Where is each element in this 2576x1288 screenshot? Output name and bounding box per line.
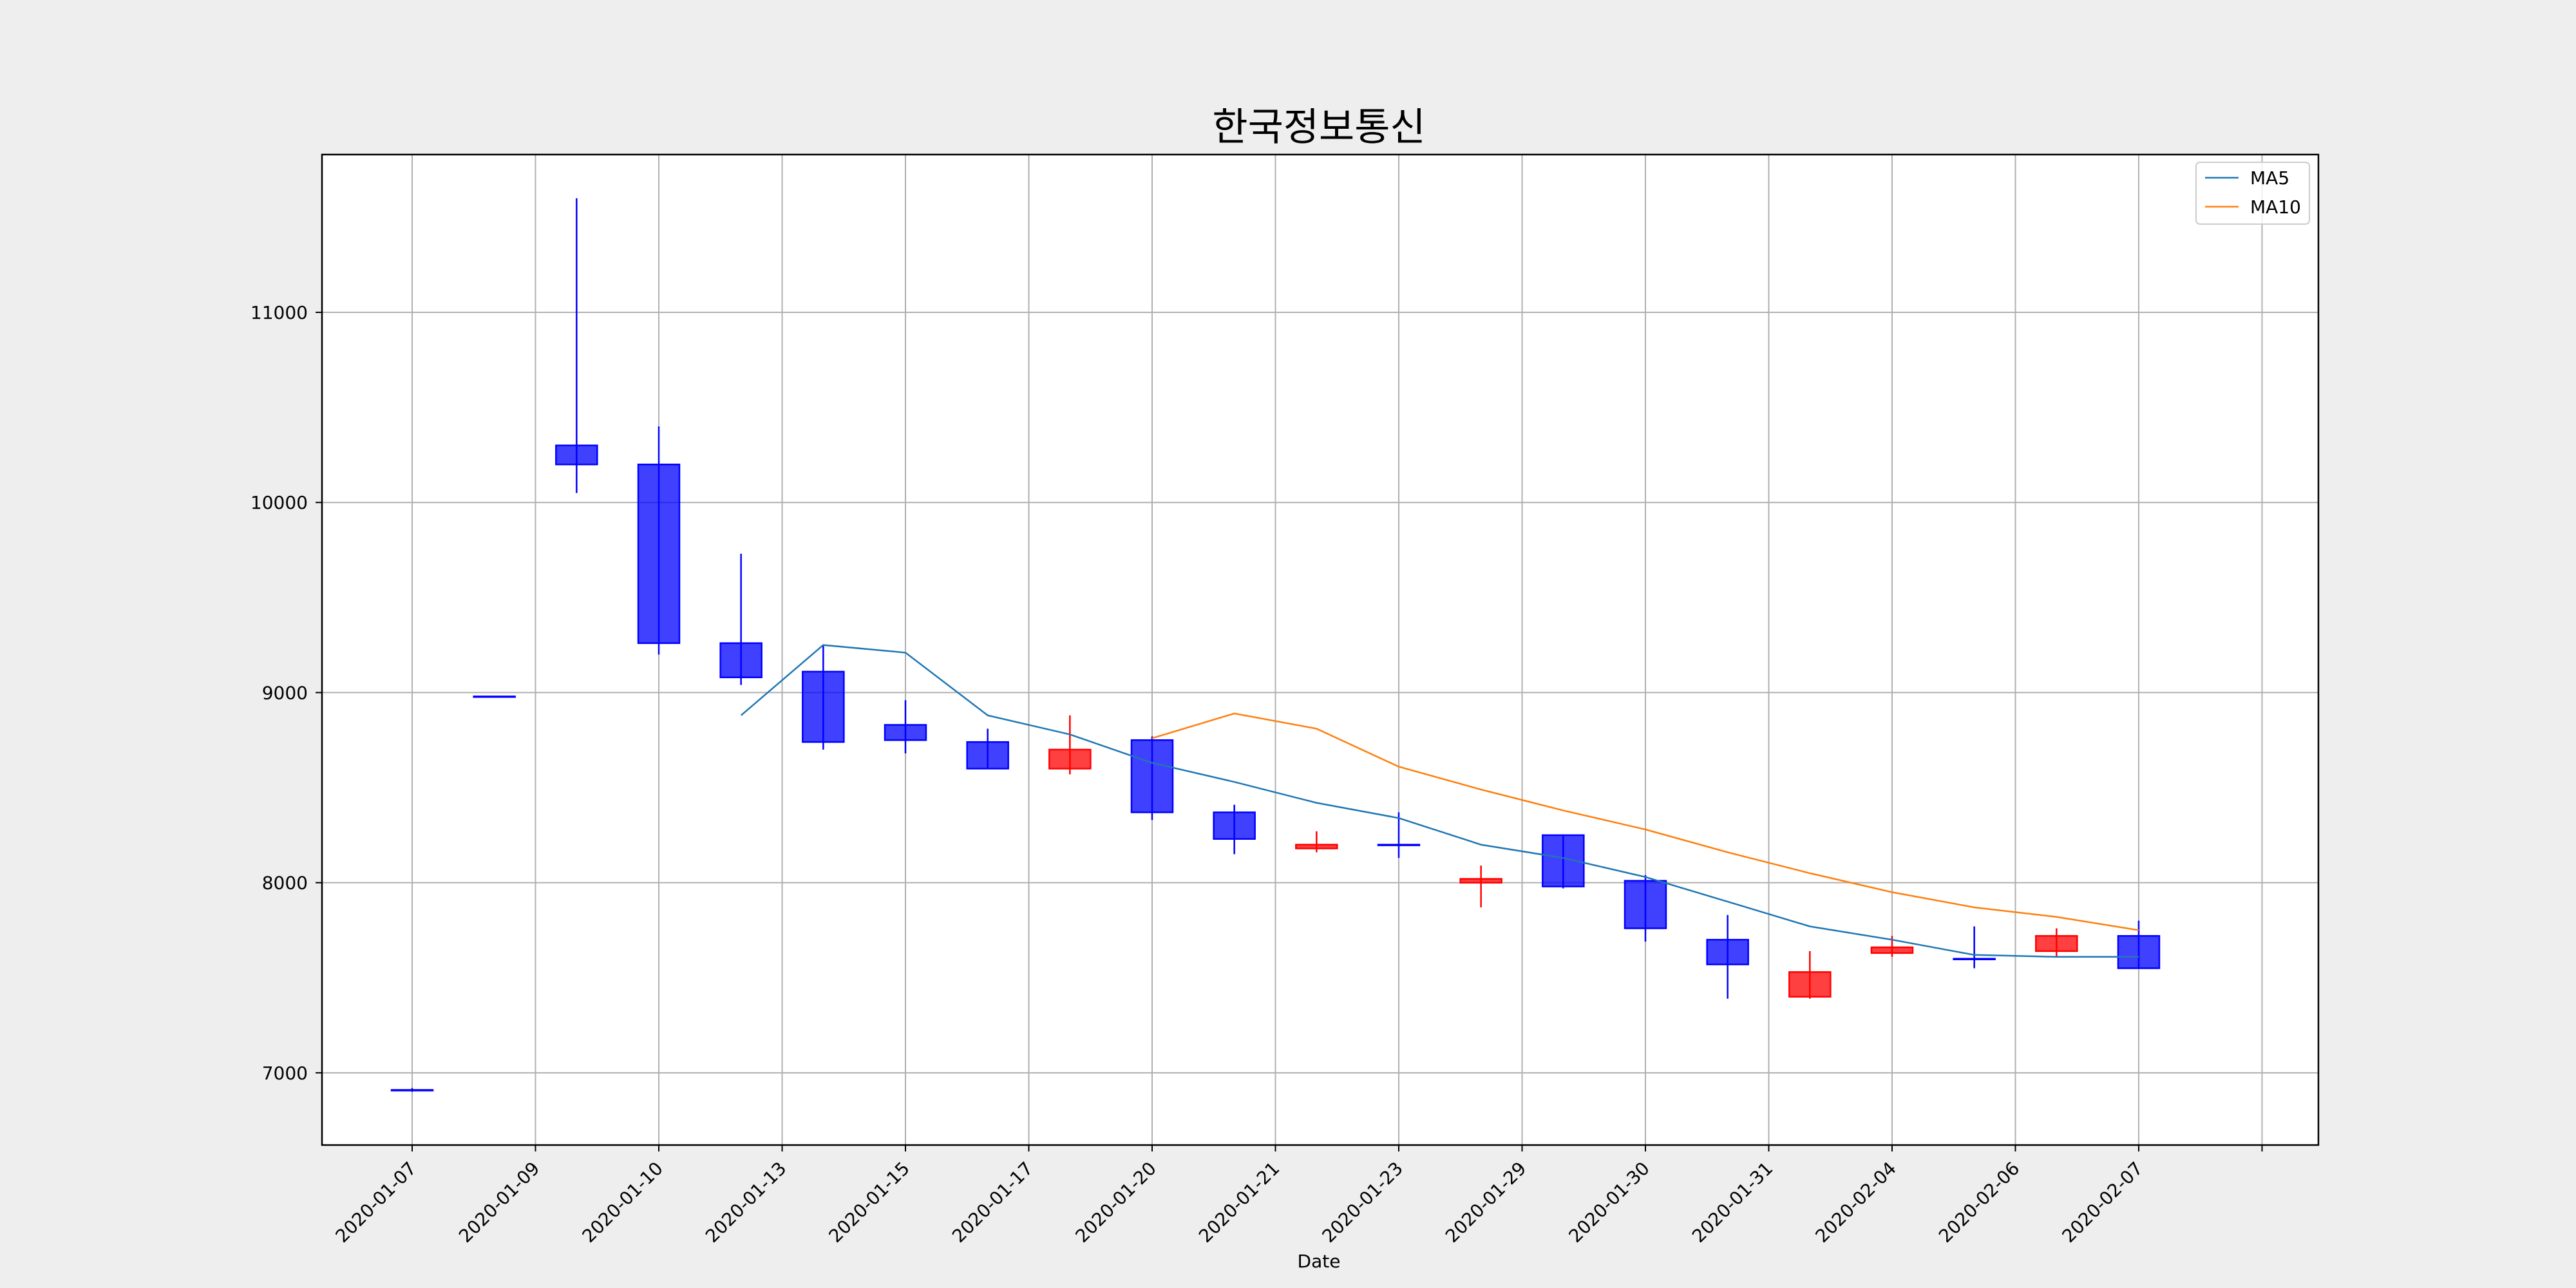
legend-label: MA10 xyxy=(2250,196,2301,218)
y-tick-label: 9000 xyxy=(262,682,308,703)
candle-body xyxy=(966,741,1009,770)
candlesticks xyxy=(390,198,2161,1092)
candle-body xyxy=(719,642,762,679)
chart-title: 한국정보통신 xyxy=(1212,105,1425,150)
candle-body xyxy=(1295,844,1338,849)
candle-body xyxy=(2117,935,2161,969)
grid xyxy=(322,155,2318,1145)
y-tick-label: 11000 xyxy=(251,302,308,323)
candle-body xyxy=(802,670,845,743)
candle-body xyxy=(1953,958,1996,960)
plot-area xyxy=(322,155,2318,1145)
candle-body xyxy=(1213,811,1256,840)
candle-body xyxy=(555,444,598,466)
series-line-ma10 xyxy=(1151,712,2139,931)
candle-body xyxy=(1130,739,1174,813)
plot-frame xyxy=(321,153,2320,1146)
candle-body xyxy=(1377,844,1421,846)
candle-body xyxy=(473,696,516,698)
candle-body xyxy=(637,463,681,644)
candle-body xyxy=(1870,946,1914,954)
candle-body xyxy=(2035,935,2078,952)
candle-body xyxy=(884,724,927,741)
series-line-ma5 xyxy=(740,644,2139,958)
x-axis-label: Date xyxy=(1298,1251,1341,1272)
legend: MA5 MA10 xyxy=(2195,162,2310,225)
moving-averages xyxy=(740,644,2139,958)
candle-body xyxy=(1706,938,1749,965)
candle-body xyxy=(1459,878,1502,884)
y-tick-label: 10000 xyxy=(251,492,308,513)
y-tick-label: 8000 xyxy=(262,873,308,894)
candle-body xyxy=(1788,971,1832,998)
candle-body xyxy=(1048,748,1092,770)
y-tick-label: 7000 xyxy=(262,1063,308,1084)
candle-body xyxy=(1624,880,1667,929)
legend-label: MA5 xyxy=(2250,167,2289,189)
